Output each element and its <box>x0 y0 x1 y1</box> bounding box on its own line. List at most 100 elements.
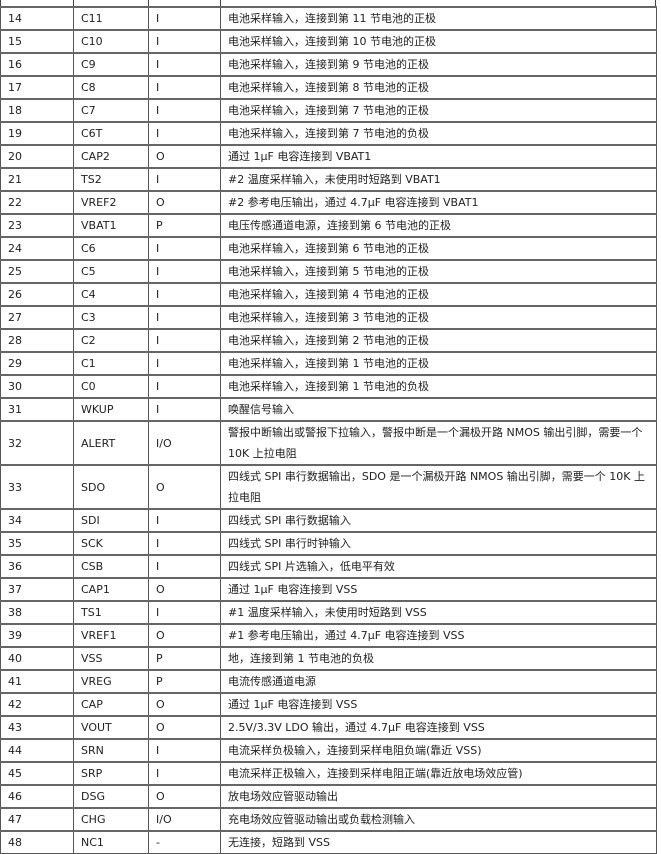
pin-type: O <box>148 577 221 602</box>
pin-name: TS2 <box>73 167 149 192</box>
pin-number: 15 <box>0 29 74 54</box>
pin-type: O <box>148 144 221 169</box>
pin-type: I <box>148 259 221 284</box>
pin-name: CAP <box>73 692 149 717</box>
pin-type: I <box>148 75 221 100</box>
table-row: 45 SRP I 电流采样正极输入，连接到采样电阻正端(靠近放电场效应管) <box>0 761 657 786</box>
pin-number: 31 <box>0 397 74 422</box>
table-row: 27 C3 I 电池采样输入，连接到第 3 节电池的正极 <box>0 305 657 330</box>
pin-description: 电池采样输入，连接到第 2 节电池的正极 <box>220 328 657 353</box>
pin-description: 电池采样输入，连接到第 7 节电池的正极 <box>220 98 657 123</box>
pin-number: 25 <box>0 259 74 284</box>
pin-type: I <box>148 98 221 123</box>
pin-number: 32 <box>0 420 74 466</box>
pin-description-table: 14 C11 I 电池采样输入，连接到第 11 节电池的正极 15 C10 I 电池采样输入，… <box>0 6 657 854</box>
pin-type: P <box>148 646 221 671</box>
table-row: 26 C4 I 电池采样输入，连接到第 4 节电池的正极 <box>0 282 657 307</box>
pin-description: 四线式 SPI 片选输入，低电平有效 <box>220 554 657 579</box>
pin-description: 电压传感通道电源，连接到第 6 节电池的正极 <box>220 213 657 238</box>
pin-type: P <box>148 213 221 238</box>
pin-type: I <box>148 167 221 192</box>
pin-number: 43 <box>0 715 74 740</box>
pin-description: #1 参考电压输出，通过 4.7μF 电容连接到 VSS <box>220 623 657 648</box>
pin-number: 34 <box>0 508 74 533</box>
table-row: 22 VREF2 O #2 参考电压输出，通过 4.7μF 电容连接到 VBAT1 <box>0 190 657 215</box>
pin-number: 27 <box>0 305 74 330</box>
table-row: 48 NC1- 无连接，短路到 VSS <box>0 830 657 854</box>
pin-type: I <box>148 374 221 399</box>
pin-number: 36 <box>0 554 74 579</box>
pin-name: NC1 <box>73 830 149 854</box>
pin-description: 地，连接到第 1 节电池的负极 <box>220 646 657 671</box>
pin-description: 电流采样负极输入，连接到采样电阻负端(靠近 VSS) <box>220 738 657 763</box>
pin-name: C10 <box>73 29 149 54</box>
pin-name: C9 <box>73 52 149 77</box>
pin-description: 电池采样输入，连接到第 1 节电池的正极 <box>220 351 657 376</box>
table-row: 35 SCK I 四线式 SPI 串行时钟输入 <box>0 531 657 556</box>
pin-type: O <box>148 190 221 215</box>
pin-name: C4 <box>73 282 149 307</box>
table-row: 41 VREG P 电流传感通道电源 <box>0 669 657 694</box>
pin-type: I <box>148 305 221 330</box>
pin-name: CSB <box>73 554 149 579</box>
pin-name: VREF1 <box>73 623 149 648</box>
pin-type: I <box>148 738 221 763</box>
pin-number: 21 <box>0 167 74 192</box>
pin-description: 唤醒信号输入 <box>220 397 657 422</box>
table-row: 30 C0 I 电池采样输入，连接到第 1 节电池的负极 <box>0 374 657 399</box>
pin-type: I <box>148 282 221 307</box>
pin-type: I <box>148 397 221 422</box>
pin-number: 24 <box>0 236 74 261</box>
pin-number: 14 <box>0 6 74 31</box>
table-row: 31 WKUP I 唤醒信号输入 <box>0 397 657 422</box>
pin-description: 电池采样输入，连接到第 3 节电池的正极 <box>220 305 657 330</box>
pin-name: SDO <box>73 464 149 510</box>
pin-number: 17 <box>0 75 74 100</box>
table-row: 17 C8 I 电池采样输入，连接到第 8 节电池的正极 <box>0 75 657 100</box>
pin-number: 29 <box>0 351 74 376</box>
pin-description: 警报中断输出或警报下拉输入，警报中断是一个漏极开路 NMOS 输出引脚，需要一个… <box>220 420 657 466</box>
pin-name: ALERT <box>73 420 149 466</box>
pin-type: I <box>148 508 221 533</box>
pin-type: I <box>148 29 221 54</box>
pin-name: C8 <box>73 75 149 100</box>
pin-type: I/O <box>148 420 221 466</box>
pin-name: CHG <box>73 807 149 832</box>
pin-type: O <box>148 623 221 648</box>
table-row: 38 TS1 I #1 温度采样输入，未使用时短路到 VSS <box>0 600 657 625</box>
pin-description: 充电场效应管驱动输出或负载检测输入 <box>220 807 657 832</box>
table-top-continuation <box>0 0 657 6</box>
pin-description: 2.5V/3.3V LDO 输出，通过 4.7μF 电容连接到 VSS <box>220 715 657 740</box>
pin-type: I <box>148 328 221 353</box>
table-row: 15 C10 I 电池采样输入，连接到第 10 节电池的正极 <box>0 29 657 54</box>
pin-type: I <box>148 52 221 77</box>
table-row: 20 CAP2 O 通过 1μF 电容连接到 VBAT1 <box>0 144 657 169</box>
pin-name: VREF2 <box>73 190 149 215</box>
table-row: 32 ALERT I/O 警报中断输出或警报下拉输入，警报中断是一个漏极开路 NMOS… <box>0 420 657 466</box>
pin-description: 电池采样输入，连接到第 8 节电池的正极 <box>220 75 657 100</box>
pin-description: 电流采样正极输入，连接到采样电阻正端(靠近放电场效应管) <box>220 761 657 786</box>
pin-number: 41 <box>0 669 74 694</box>
pin-number: 20 <box>0 144 74 169</box>
pin-description: 电池采样输入，连接到第 5 节电池的正极 <box>220 259 657 284</box>
pin-description: #2 温度采样输入，未使用时短路到 VBAT1 <box>220 167 657 192</box>
table-row: 42 CAP O 通过 1μF 电容连接到 VSS <box>0 692 657 717</box>
pin-type: I <box>148 761 221 786</box>
table-row: 36 CSB I 四线式 SPI 片选输入，低电平有效 <box>0 554 657 579</box>
pin-number: 39 <box>0 623 74 648</box>
pin-number: 30 <box>0 374 74 399</box>
pin-name: C2 <box>73 328 149 353</box>
pin-type: - <box>148 830 221 854</box>
pin-description: 电池采样输入，连接到第 10 节电池的正极 <box>220 29 657 54</box>
pin-description: 四线式 SPI 串行数据输入 <box>220 508 657 533</box>
pin-name: C6 <box>73 236 149 261</box>
pin-name: C11 <box>73 6 149 31</box>
pin-number: 44 <box>0 738 74 763</box>
table-row: 24 C6 I 电池采样输入，连接到第 6 节电池的正极 <box>0 236 657 261</box>
pin-name: SRN <box>73 738 149 763</box>
table-row: 47 CHG I/O 充电场效应管驱动输出或负载检测输入 <box>0 807 657 832</box>
pin-number: 48 <box>0 830 74 854</box>
pin-number: 26 <box>0 282 74 307</box>
pin-name: VBAT1 <box>73 213 149 238</box>
pin-type: O <box>148 715 221 740</box>
